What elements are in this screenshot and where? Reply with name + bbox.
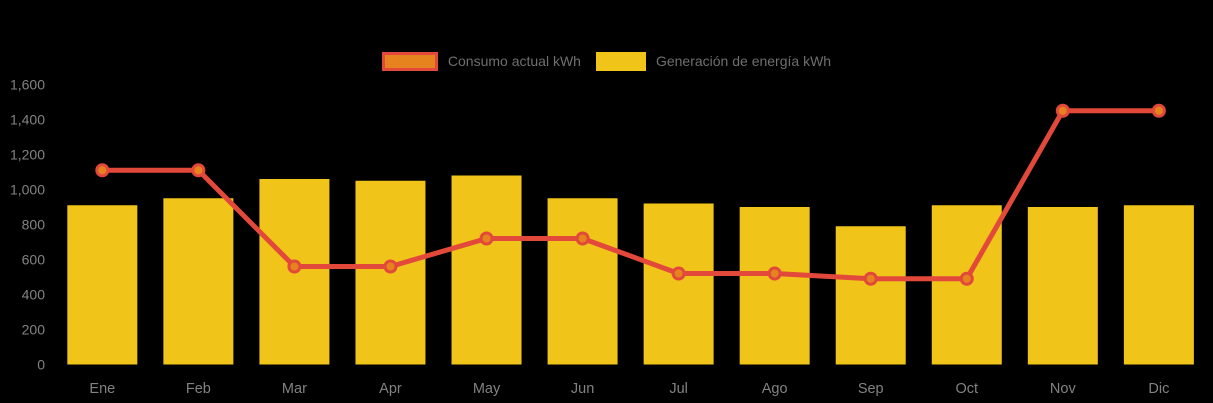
consumo-swatch-icon bbox=[381, 52, 438, 71]
y-axis-tick-label: 1,400 bbox=[10, 112, 45, 128]
x-axis-label-Dic: Dic bbox=[1148, 381, 1169, 397]
x-axis-label-Jun: Jun bbox=[571, 381, 594, 397]
bar-Jun[interactable] bbox=[547, 198, 618, 365]
generacion-swatch-icon bbox=[595, 52, 646, 71]
bar-Sep[interactable] bbox=[835, 226, 906, 365]
legend-label-generacion: Generación de energía kWh bbox=[655, 53, 832, 69]
y-axis-tick-label: 1,200 bbox=[10, 147, 45, 163]
y-axis-tick-label: 1,600 bbox=[10, 77, 45, 93]
point-Ene[interactable] bbox=[95, 163, 110, 178]
point-Ago[interactable] bbox=[767, 266, 782, 281]
legend-item-generacion[interactable]: Generación de energía kWh bbox=[595, 52, 832, 71]
y-axis-tick-label: 0 bbox=[37, 357, 45, 373]
y-axis-tick-label: 200 bbox=[22, 322, 46, 338]
bar-May[interactable] bbox=[451, 175, 522, 365]
bar-Jul[interactable] bbox=[643, 203, 714, 365]
point-Sep[interactable] bbox=[863, 271, 878, 286]
x-axis-label-Jul: Jul bbox=[669, 381, 688, 397]
x-axis-label-Ago: Ago bbox=[762, 381, 788, 397]
legend-label-consumo: Consumo actual kWh bbox=[447, 53, 581, 69]
chart-legend: Consumo actual kWh Generación de energía… bbox=[0, 52, 1213, 71]
y-axis-tick-label: 600 bbox=[22, 252, 46, 268]
point-Apr[interactable] bbox=[383, 259, 398, 274]
point-Jun[interactable] bbox=[575, 231, 590, 246]
x-axis-label-Sep: Sep bbox=[858, 381, 884, 397]
x-axis-label-Mar: Mar bbox=[282, 381, 307, 397]
legend-item-consumo[interactable]: Consumo actual kWh bbox=[381, 52, 581, 71]
point-Oct[interactable] bbox=[959, 271, 974, 286]
bar-Feb[interactable] bbox=[163, 198, 234, 365]
point-May[interactable] bbox=[479, 231, 494, 246]
point-Dic[interactable] bbox=[1151, 103, 1166, 118]
y-axis-tick-label: 400 bbox=[22, 287, 46, 303]
bar-Nov[interactable] bbox=[1027, 207, 1098, 365]
x-axis-label-Feb: Feb bbox=[186, 381, 211, 397]
point-Feb[interactable] bbox=[191, 163, 206, 178]
x-axis-label-Ene: Ene bbox=[89, 381, 115, 397]
bar-Ene[interactable] bbox=[67, 205, 138, 365]
bar-Ago[interactable] bbox=[739, 207, 810, 365]
x-axis-label-Oct: Oct bbox=[955, 381, 978, 397]
point-Jul[interactable] bbox=[671, 266, 686, 281]
consumo-line bbox=[99, 108, 1162, 282]
point-Nov[interactable] bbox=[1055, 103, 1070, 118]
bar-Dic[interactable] bbox=[1123, 205, 1194, 365]
x-axis-label-Nov: Nov bbox=[1050, 381, 1077, 397]
y-axis-tick-label: 1,000 bbox=[10, 182, 45, 198]
point-Mar[interactable] bbox=[287, 259, 302, 274]
x-axis-label-May: May bbox=[473, 381, 501, 397]
x-axis-label-Apr: Apr bbox=[379, 381, 402, 397]
y-axis-tick-label: 800 bbox=[22, 217, 46, 233]
